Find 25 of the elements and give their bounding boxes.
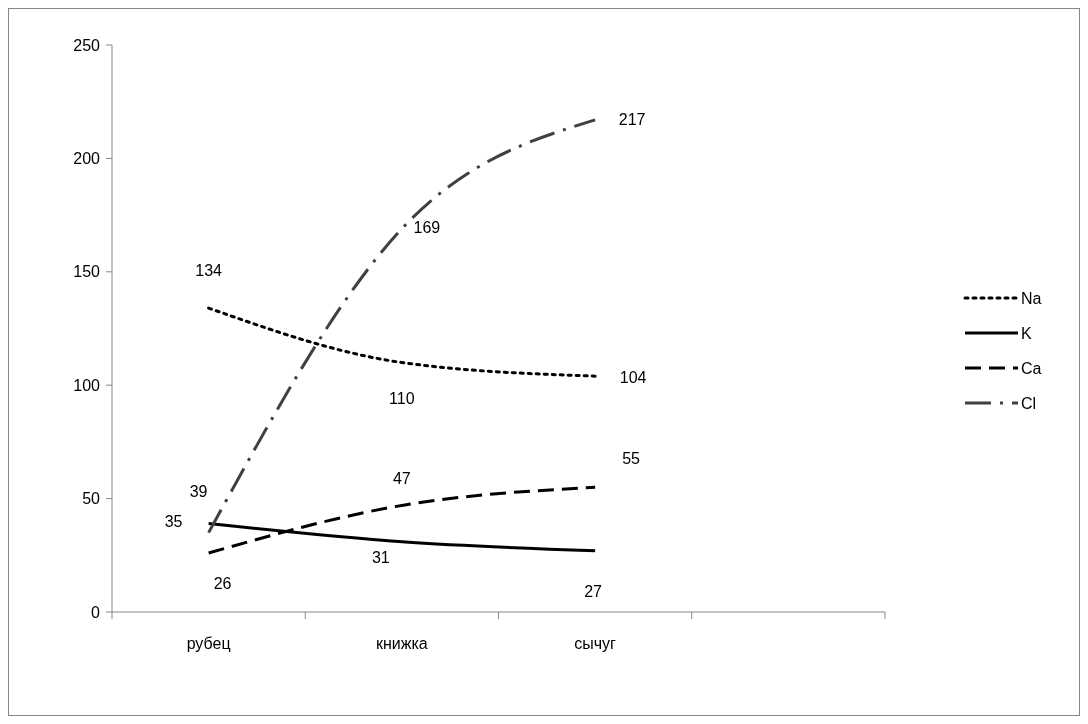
legend-label: Na <box>1021 289 1042 307</box>
data-label: 47 <box>392 470 411 487</box>
data-label: 104 <box>619 368 647 386</box>
x-tick-label: рубец <box>186 635 231 652</box>
y-tick-label: 0 <box>91 603 101 621</box>
data-label: 26 <box>213 574 232 592</box>
legend-label: K <box>1021 324 1032 342</box>
data-label: 39 <box>189 483 208 501</box>
data-label: 31 <box>371 549 390 567</box>
legend-label: Ca <box>1021 359 1042 377</box>
legend-label: Cl <box>1021 394 1037 412</box>
data-label: 110 <box>389 390 415 408</box>
y-tick-label: 200 <box>73 150 101 167</box>
y-tick-label: 150 <box>73 263 101 281</box>
data-label: 134 <box>195 261 223 279</box>
x-tick-label: сычуг <box>574 635 617 652</box>
data-label: 35 <box>164 513 183 531</box>
data-label: 217 <box>618 111 646 129</box>
x-tick-label: книжка <box>376 635 428 652</box>
data-label: 169 <box>413 219 441 237</box>
y-tick-label: 250 <box>73 36 101 54</box>
y-tick-label: 100 <box>73 376 101 394</box>
data-label: 55 <box>622 449 641 467</box>
data-label: 27 <box>584 583 603 601</box>
y-tick-label: 50 <box>82 490 101 508</box>
